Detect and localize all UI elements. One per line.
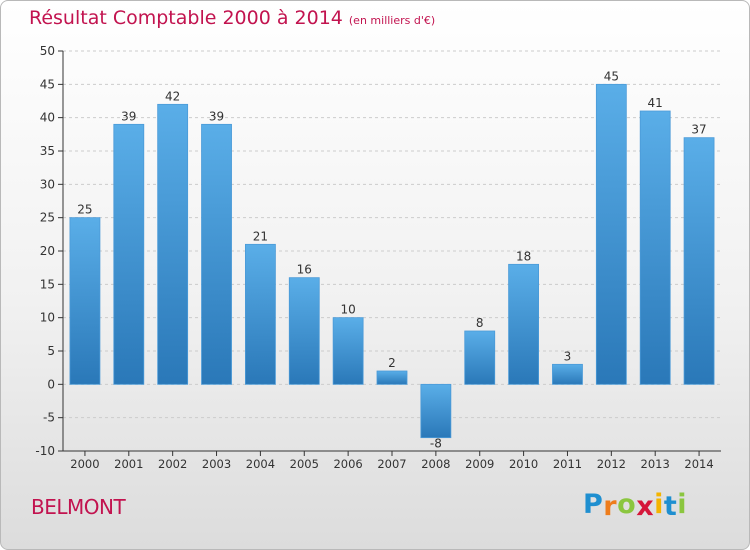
x-tick-label-2014: 2014 — [684, 457, 713, 471]
data-label-2005: 16 — [297, 263, 312, 277]
bar-2001 — [113, 123, 145, 385]
y-tick-label: 45 — [40, 77, 55, 91]
data-label-2009: 8 — [476, 316, 484, 330]
y-tick-label: 30 — [40, 177, 55, 191]
logo-letter: i — [677, 489, 688, 520]
chart-title: Résultat Comptable 2000 à 2014 (en millie… — [29, 7, 435, 29]
y-tick-label: -10 — [35, 444, 55, 458]
x-tick-label-2009: 2009 — [465, 457, 494, 471]
y-tick-label: 50 — [40, 44, 55, 58]
x-tick-label-2001: 2001 — [114, 457, 143, 471]
data-label-2003: 39 — [209, 109, 224, 123]
x-tick-label-2000: 2000 — [70, 457, 99, 471]
bar-2004 — [244, 243, 276, 385]
y-tick-label: 40 — [40, 111, 55, 125]
data-label-2000: 25 — [77, 203, 92, 217]
bar-2005 — [288, 277, 320, 385]
data-label-2012: 45 — [604, 69, 619, 83]
y-tick-label: 10 — [40, 311, 55, 325]
bar-2012 — [595, 83, 627, 385]
x-tick-label-2006: 2006 — [333, 457, 362, 471]
y-tick-label: 0 — [47, 377, 55, 391]
bar-2007 — [376, 370, 408, 385]
data-label-2013: 41 — [648, 96, 663, 110]
data-label-2008: -8 — [430, 437, 442, 451]
proxiti-logo: Proxiti — [583, 489, 688, 522]
bar-2011 — [552, 363, 583, 385]
data-label-2001: 39 — [121, 109, 136, 123]
x-tick-label-2002: 2002 — [158, 457, 187, 471]
y-tick-label: 5 — [47, 344, 55, 358]
chart-title-unit: (en milliers d'€) — [348, 14, 436, 27]
x-tick-label-2012: 2012 — [597, 457, 626, 471]
y-tick-label: 15 — [40, 277, 55, 291]
data-label-2007: 2 — [388, 356, 396, 370]
y-tick-label: 25 — [40, 211, 55, 225]
bar-2010 — [508, 263, 540, 385]
chart-title-main: Résultat Comptable 2000 à 2014 — [29, 7, 343, 29]
bar-2002 — [157, 103, 189, 385]
x-tick-label-2004: 2004 — [246, 457, 275, 471]
y-tick-label: 20 — [40, 244, 55, 258]
data-label-2010: 18 — [516, 249, 531, 263]
data-label-2002: 42 — [165, 89, 180, 103]
bar-2014 — [683, 137, 715, 385]
x-tick-label-2007: 2007 — [377, 457, 406, 471]
x-tick-label-2013: 2013 — [641, 457, 670, 471]
x-tick-label-2005: 2005 — [290, 457, 319, 471]
data-label-2011: 3 — [564, 349, 572, 363]
y-tick-label: 35 — [40, 144, 55, 158]
place-name: BELMONT — [31, 495, 126, 519]
data-label-2006: 10 — [340, 303, 355, 317]
logo-letter: r — [603, 491, 618, 522]
logo-letter: o — [617, 489, 637, 520]
logo-letter: x — [636, 491, 655, 522]
x-tick-label-2010: 2010 — [509, 457, 538, 471]
logo-letter: P — [583, 489, 604, 520]
data-label-2014: 37 — [691, 123, 706, 137]
data-label-2004: 21 — [253, 229, 268, 243]
bar-2013 — [639, 110, 671, 385]
logo-letter: t — [663, 491, 678, 522]
y-tick-label: -5 — [43, 411, 55, 425]
bar-2003 — [201, 123, 232, 385]
bar-2006 — [332, 317, 364, 385]
bar-2009 — [464, 330, 496, 385]
x-tick-label-2003: 2003 — [202, 457, 231, 471]
bar-2000 — [69, 217, 101, 385]
logo-letter: i — [654, 489, 664, 520]
x-tick-label-2011: 2011 — [553, 457, 582, 471]
bar-2008 — [420, 383, 452, 439]
x-tick-label-2008: 2008 — [421, 457, 450, 471]
